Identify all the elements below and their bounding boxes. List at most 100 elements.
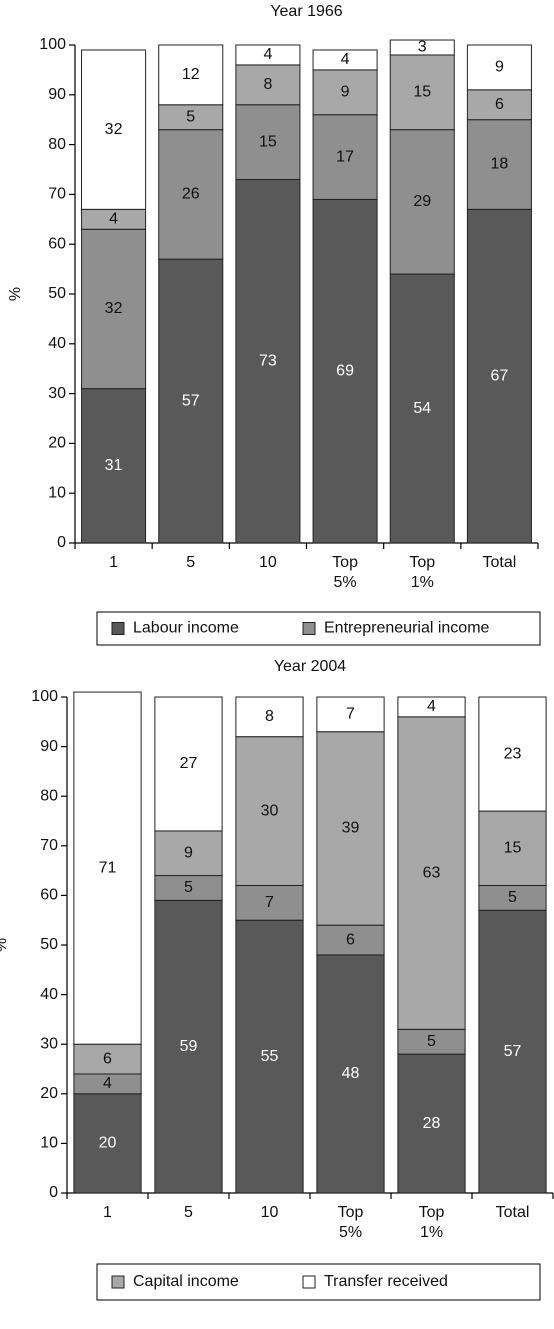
legend-label: Transfer received [324, 1273, 448, 1290]
bar-segment [235, 64, 301, 106]
bar-segment [397, 1053, 466, 1194]
data-label: 4 [341, 51, 350, 68]
bar-segment [158, 104, 224, 131]
data-label: 5 [508, 889, 517, 906]
y-tick-label: 50 [48, 285, 66, 302]
y-axis-label: % [0, 938, 10, 952]
data-label: 18 [491, 156, 509, 173]
legend-swatch [302, 1275, 316, 1289]
bar-segment [312, 114, 378, 200]
data-label: 7 [265, 894, 274, 911]
data-label: 15 [259, 133, 277, 150]
y-tick-label: 80 [40, 787, 58, 804]
y-tick-label: 0 [49, 1184, 58, 1201]
data-label: 5 [184, 879, 193, 896]
bar-segment [466, 44, 532, 91]
bar-segment [397, 1028, 466, 1055]
x-tick-label: Top 5% [338, 1204, 364, 1241]
bar-segment [73, 691, 142, 1045]
bar-segment [389, 39, 455, 56]
data-label: 17 [336, 148, 354, 165]
data-label: 67 [491, 367, 509, 384]
legend-box [96, 1263, 541, 1301]
data-label: 59 [180, 1038, 198, 1055]
data-label: 15 [504, 839, 522, 856]
bar-segment [235, 178, 301, 544]
bar-segment [478, 696, 547, 812]
data-label: 32 [105, 300, 123, 317]
bar-segment [73, 1043, 142, 1075]
bar-segment [235, 696, 304, 738]
data-label: 63 [423, 864, 441, 881]
bar-segment [81, 388, 147, 544]
y-tick-label: 0 [57, 534, 66, 551]
bar-segment [154, 899, 223, 1194]
x-tick-label: 5 [186, 554, 195, 571]
y-tick-label: 20 [48, 435, 66, 452]
y-tick-label: 60 [48, 235, 66, 252]
data-label: 5 [427, 1033, 436, 1050]
data-label: 54 [413, 400, 431, 417]
bar-segment [154, 696, 223, 832]
bar-segment [478, 909, 547, 1194]
data-label: 20 [99, 1135, 117, 1152]
data-label: 4 [103, 1075, 112, 1092]
y-tick-label: 30 [40, 1035, 58, 1052]
bar-segment [312, 69, 378, 116]
data-label: 28 [423, 1115, 441, 1132]
legend-label: Capital income [133, 1273, 239, 1290]
data-label: 4 [109, 211, 118, 228]
bar-segment [316, 731, 385, 926]
bar-segment [389, 273, 455, 544]
bar-segment [235, 884, 304, 921]
bar-segment [158, 129, 224, 260]
data-label: 9 [184, 844, 193, 861]
data-label: 6 [346, 931, 355, 948]
bar-segment [478, 810, 547, 886]
y-tick-label: 100 [31, 688, 58, 705]
y-tick-label: 80 [48, 136, 66, 153]
x-tick-label: Top 5% [332, 554, 358, 591]
bar-segment [466, 89, 532, 121]
bar-segment [154, 875, 223, 901]
y-tick-label: 50 [40, 936, 58, 953]
data-label: 3 [418, 39, 427, 56]
data-label: 5 [186, 108, 195, 125]
bar-segment [478, 884, 547, 911]
data-label: 57 [504, 1043, 522, 1060]
bar-segment [235, 919, 304, 1194]
bar-segment [312, 198, 378, 544]
data-label: 9 [495, 59, 504, 76]
y-tick-label: 10 [48, 484, 66, 501]
data-label: 30 [261, 802, 279, 819]
data-label: 27 [180, 755, 198, 772]
y-tick-label: 10 [40, 1135, 58, 1152]
data-label: 6 [495, 96, 504, 113]
x-tick-label: 5 [184, 1204, 193, 1221]
data-label: 4 [427, 698, 436, 715]
data-label: 29 [413, 193, 431, 210]
bar-segment [235, 44, 301, 66]
bar-segment [158, 258, 224, 544]
data-label: 12 [182, 66, 200, 83]
x-tick-label: Top 1% [419, 1204, 445, 1241]
bar-segment [316, 954, 385, 1194]
bar-segment [73, 1093, 142, 1194]
bar-segment [235, 104, 301, 180]
bar-segment [389, 54, 455, 131]
data-label: 4 [263, 46, 272, 63]
chart-title: Year 1966 [270, 3, 342, 20]
y-tick-label: 90 [48, 86, 66, 103]
chart-title: Year 2004 [274, 658, 346, 675]
x-tick-label: Top 1% [409, 554, 435, 591]
data-label: 55 [261, 1048, 279, 1065]
y-tick-label: 90 [40, 738, 58, 755]
x-tick-label: 1 [103, 1204, 112, 1221]
data-label: 69 [336, 362, 354, 379]
data-label: 6 [103, 1050, 112, 1067]
bar-segment [466, 208, 532, 544]
data-label: 73 [259, 352, 277, 369]
bar-segment [312, 49, 378, 71]
bar-segment [397, 696, 466, 718]
